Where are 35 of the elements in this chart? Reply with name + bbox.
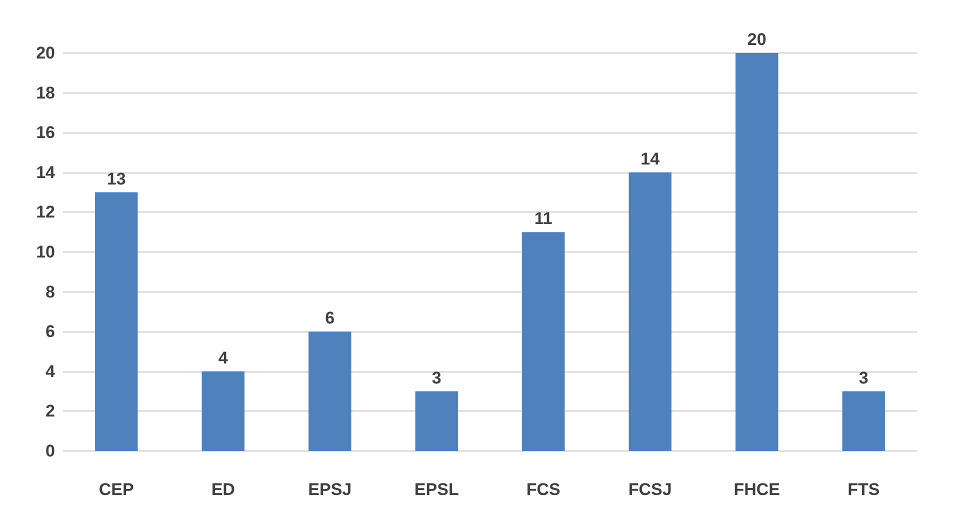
data-label: 3	[858, 368, 868, 388]
x-tick-label: EPSJ	[308, 480, 352, 499]
y-tick-label: 18	[36, 83, 55, 102]
y-tick-label: 4	[46, 362, 56, 381]
y-tick-label: 16	[36, 123, 55, 142]
x-tick-label: EPSL	[414, 480, 459, 499]
bar	[415, 391, 458, 451]
data-label: 13	[106, 169, 126, 188]
bar	[842, 391, 885, 451]
y-tick-label: 12	[36, 202, 55, 222]
bar	[628, 172, 672, 451]
data-label: 6	[325, 308, 335, 328]
data-label: 20	[747, 30, 766, 49]
data-label: 4	[218, 348, 228, 368]
y-tick-label: 2	[46, 402, 55, 421]
bar	[308, 332, 352, 451]
data-label: 11	[534, 209, 552, 228]
y-tick-label: 14	[36, 162, 56, 182]
y-tick-label: 6	[46, 322, 55, 342]
y-tick-label: 0	[46, 442, 55, 460]
data-label: 14	[640, 149, 660, 168]
x-tick-label: FHCE	[734, 480, 780, 499]
x-tick-label: FCS	[526, 480, 560, 499]
x-tick-label: FCSJ	[628, 480, 672, 499]
data-label: 3	[432, 368, 442, 388]
bar	[202, 371, 244, 451]
y-tick-label: 20	[36, 44, 55, 62]
bar	[522, 232, 565, 451]
bar	[736, 53, 778, 451]
x-tick-label: CEP	[98, 480, 134, 499]
x-tick-label: ED	[211, 480, 235, 499]
y-tick-label: 8	[46, 282, 55, 302]
y-tick-label: 10	[36, 242, 55, 262]
bar	[95, 192, 138, 451]
x-tick-label: FTS	[848, 480, 880, 499]
